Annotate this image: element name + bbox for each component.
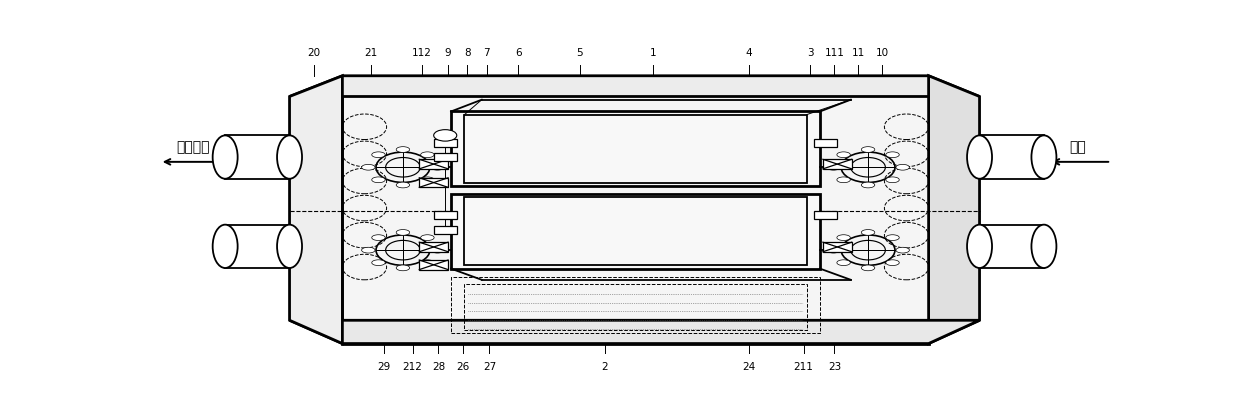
Ellipse shape [967,225,992,268]
Ellipse shape [430,165,444,171]
Bar [815,212,837,219]
Ellipse shape [397,183,409,188]
Ellipse shape [827,248,841,254]
Ellipse shape [277,136,303,179]
Ellipse shape [420,152,434,158]
Bar [451,194,820,269]
Text: 5: 5 [577,47,583,57]
Text: 3: 3 [807,47,813,57]
Text: 211: 211 [794,361,813,371]
Bar [434,226,456,234]
Text: 27: 27 [482,361,496,371]
Ellipse shape [885,152,899,158]
Text: 8: 8 [464,47,471,57]
Ellipse shape [420,235,434,241]
Ellipse shape [397,147,409,153]
Text: 112: 112 [412,47,432,57]
Text: 废气: 废气 [1069,140,1086,154]
Ellipse shape [967,136,992,179]
Ellipse shape [862,183,874,188]
Bar [226,136,290,179]
Ellipse shape [213,225,238,268]
Bar [419,160,448,169]
Text: 212: 212 [403,361,423,371]
Ellipse shape [837,152,851,158]
Ellipse shape [862,147,874,153]
Ellipse shape [1032,136,1056,179]
Text: 24: 24 [743,361,755,371]
Ellipse shape [837,178,851,183]
Ellipse shape [372,260,386,266]
Polygon shape [929,76,980,344]
Ellipse shape [397,230,409,236]
Ellipse shape [362,248,374,254]
Ellipse shape [885,178,899,183]
Ellipse shape [420,178,434,183]
Bar [451,278,820,333]
Ellipse shape [837,260,851,266]
Ellipse shape [897,165,909,171]
Text: 2: 2 [601,361,608,371]
Ellipse shape [430,248,444,254]
Polygon shape [290,76,980,97]
Bar [823,160,852,169]
Bar [419,261,448,270]
Text: 28: 28 [432,361,445,371]
Text: 111: 111 [825,47,844,57]
Text: 10: 10 [875,47,889,57]
Text: 洁净空气: 洁净空气 [176,140,211,154]
Polygon shape [290,320,980,344]
Text: 6: 6 [515,47,522,57]
Ellipse shape [862,230,874,236]
Bar [815,140,837,147]
Bar [980,225,1044,268]
Bar [226,225,290,268]
Text: 21: 21 [365,47,378,57]
Bar [434,140,456,147]
Bar [980,136,1044,179]
Text: 9: 9 [445,47,451,57]
Ellipse shape [397,266,409,271]
Ellipse shape [372,178,386,183]
Ellipse shape [277,225,303,268]
Bar [342,76,929,344]
Polygon shape [290,76,342,344]
Bar [823,242,852,252]
Bar [451,112,820,187]
Text: 1: 1 [650,47,656,57]
Text: 11: 11 [852,47,866,57]
Text: 20: 20 [308,47,320,57]
Ellipse shape [372,152,386,158]
Bar [465,197,806,266]
Ellipse shape [420,260,434,266]
Bar [465,115,806,184]
Ellipse shape [837,235,851,241]
Text: 7: 7 [484,47,490,57]
Ellipse shape [434,131,456,142]
Text: 4: 4 [745,47,753,57]
Text: 23: 23 [828,361,841,371]
Text: 29: 29 [377,361,391,371]
Ellipse shape [885,260,899,266]
Bar [465,284,806,330]
Ellipse shape [1032,225,1056,268]
Text: 26: 26 [456,361,469,371]
Ellipse shape [213,136,238,179]
Ellipse shape [827,165,841,171]
Ellipse shape [862,266,874,271]
Ellipse shape [372,235,386,241]
Bar [434,212,456,219]
Ellipse shape [362,165,374,171]
Bar [434,154,456,161]
Bar [419,178,448,188]
Ellipse shape [885,235,899,241]
Ellipse shape [897,248,909,254]
Bar [419,242,448,252]
